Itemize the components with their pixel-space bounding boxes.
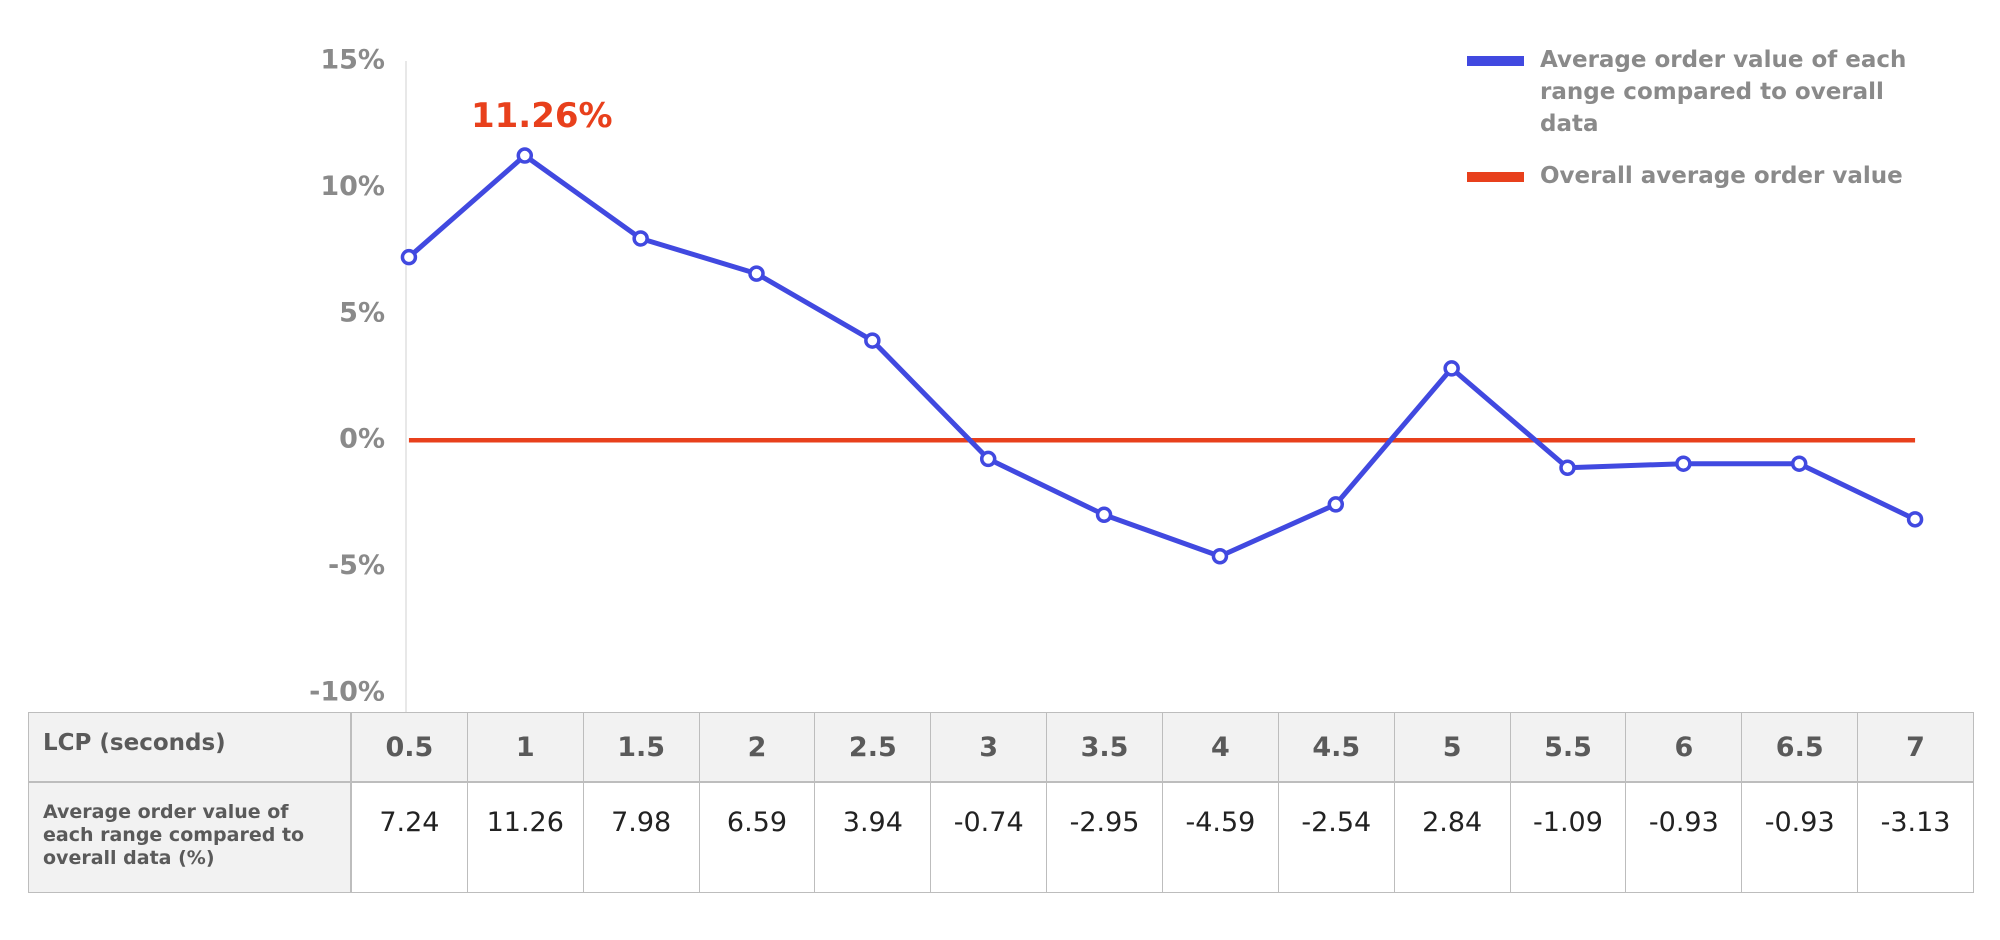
table-cell: -4.59: [1162, 782, 1279, 893]
table-column-header: 0.5: [351, 712, 468, 782]
table-column-header: 7: [1857, 712, 1974, 782]
data-point: [1906, 511, 1924, 528]
table-column-header: 6: [1625, 712, 1743, 782]
table-column-header: 1.5: [582, 712, 700, 782]
data-point: [864, 332, 881, 349]
table-column-header: 2.5: [814, 712, 932, 782]
y-tick-label: 0%: [339, 424, 385, 455]
legend-swatch: [1467, 56, 1524, 66]
table-cell: -0.93: [1625, 782, 1743, 893]
table-column-header: 1: [466, 712, 584, 782]
data-point: [632, 230, 649, 247]
table-cell: 7.24: [351, 782, 468, 893]
data-line: [407, 153, 1917, 559]
y-tick-label: 10%: [320, 171, 385, 202]
table-cell: 2.84: [1393, 782, 1511, 893]
table-column-header: 3: [930, 712, 1048, 782]
data-point: [1790, 455, 1808, 472]
data-point: [748, 265, 765, 282]
data-point: [1327, 496, 1345, 513]
y-tick-label: -5%: [328, 550, 385, 581]
table-cell: 7.98: [582, 782, 700, 893]
data-point: [400, 248, 418, 266]
table-cell: 6.59: [698, 782, 816, 893]
data-point: [979, 450, 997, 468]
table-cell: -0.74: [930, 782, 1048, 893]
table-row-header: LCP (seconds): [28, 712, 351, 782]
table-column-header: 3.5: [1046, 712, 1163, 782]
y-tick-label: -10%: [309, 677, 385, 708]
table-cell: -3.13: [1857, 782, 1974, 893]
table-column-header: 2: [698, 712, 816, 782]
legend: Average order value of each range compar…: [1467, 44, 1947, 212]
table-cell: -2.54: [1277, 782, 1395, 893]
legend-item: Average order value of each range compar…: [1467, 44, 1947, 140]
data-point: [1211, 547, 1229, 565]
data-point: [1675, 455, 1692, 472]
data-point: [1559, 459, 1576, 477]
table-column-header: 4: [1162, 712, 1279, 782]
legend-swatch: [1467, 172, 1524, 182]
table-row-header: Average order value of each range compar…: [28, 782, 351, 893]
data-point: [1443, 360, 1460, 377]
table-column-header: 5.5: [1509, 712, 1627, 782]
legend-item: Overall average order value: [1467, 160, 1947, 192]
table-column-header: 6.5: [1741, 712, 1859, 782]
data-point: [1095, 506, 1113, 524]
table-cell: -0.93: [1741, 782, 1859, 893]
legend-label: Overall average order value: [1540, 163, 1903, 189]
y-tick-label: 15%: [320, 45, 385, 76]
table-cell: -2.95: [1046, 782, 1163, 893]
y-tick-label: 5%: [339, 297, 385, 328]
table-column-header: 4.5: [1277, 712, 1395, 782]
annotation: 11.26%: [471, 96, 613, 136]
table-cell: 3.94: [814, 782, 932, 893]
data-point: [516, 147, 534, 164]
table-cell: -1.09: [1509, 782, 1627, 893]
table-column-header: 5: [1393, 712, 1511, 782]
legend-label: Average order value of each range compar…: [1540, 47, 1907, 137]
table-cell: 11.26: [466, 782, 584, 893]
